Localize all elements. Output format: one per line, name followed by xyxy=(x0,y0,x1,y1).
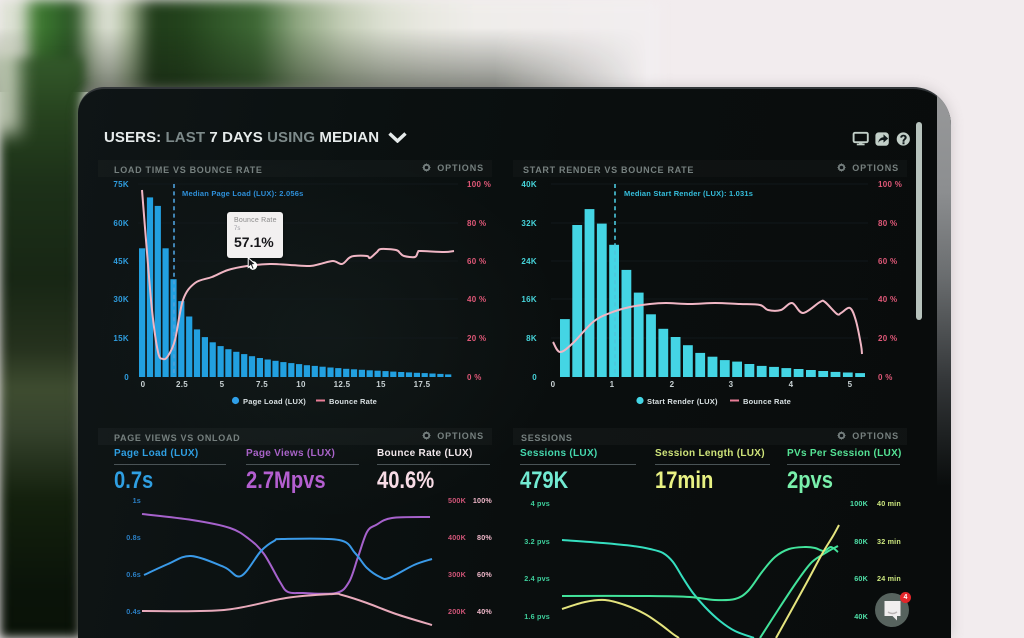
svg-text:1s: 1s xyxy=(133,496,141,505)
svg-text:60%: 60% xyxy=(477,570,492,579)
svg-text:1: 1 xyxy=(610,380,615,389)
svg-text:0 %: 0 % xyxy=(878,373,893,382)
svg-text:500K: 500K xyxy=(448,496,467,505)
svg-text:0.8s: 0.8s xyxy=(126,533,141,542)
svg-text:40 min: 40 min xyxy=(877,499,901,508)
svg-text:0: 0 xyxy=(124,373,129,382)
svg-text:100K: 100K xyxy=(850,499,869,508)
svg-text:75K: 75K xyxy=(113,180,129,189)
svg-text:0: 0 xyxy=(551,380,556,389)
svg-text:12.5: 12.5 xyxy=(334,380,351,389)
svg-text:8K: 8K xyxy=(526,334,537,343)
svg-text:32K: 32K xyxy=(521,219,537,228)
svg-text:40K: 40K xyxy=(854,612,868,621)
svg-text:Median Page Load (LUX): 2.056s: Median Page Load (LUX): 2.056s xyxy=(182,189,303,198)
svg-text:3.2 pvs: 3.2 pvs xyxy=(524,537,550,546)
svg-text:60 %: 60 % xyxy=(467,257,486,266)
svg-text:0 %: 0 % xyxy=(467,373,482,382)
svg-text:15: 15 xyxy=(376,380,386,389)
svg-text:40%: 40% xyxy=(477,607,492,616)
svg-text:0.6s: 0.6s xyxy=(126,570,141,579)
svg-text:24K: 24K xyxy=(521,257,537,266)
svg-text:32 min: 32 min xyxy=(877,537,901,546)
svg-text:2.4 pvs: 2.4 pvs xyxy=(524,574,550,583)
svg-text:16K: 16K xyxy=(521,295,537,304)
svg-text:Bounce Rate: Bounce Rate xyxy=(743,397,791,406)
svg-text:Start Render (LUX): Start Render (LUX) xyxy=(647,397,718,406)
svg-text:17.5: 17.5 xyxy=(414,380,431,389)
svg-text:0.4s: 0.4s xyxy=(126,607,141,616)
svg-text:1.6 pvs: 1.6 pvs xyxy=(524,612,550,621)
svg-text:0: 0 xyxy=(532,373,537,382)
svg-text:200K: 200K xyxy=(448,607,467,616)
svg-text:80 %: 80 % xyxy=(467,219,486,228)
svg-text:4 pvs: 4 pvs xyxy=(531,499,550,508)
svg-text:60K: 60K xyxy=(854,574,868,583)
svg-text:100 %: 100 % xyxy=(467,180,491,189)
svg-text:80%: 80% xyxy=(477,533,492,542)
svg-text:60K: 60K xyxy=(113,219,129,228)
svg-text:40K: 40K xyxy=(521,180,537,189)
svg-text:Bounce Rate: Bounce Rate xyxy=(329,397,377,406)
svg-text:5: 5 xyxy=(220,380,225,389)
svg-text:45K: 45K xyxy=(113,257,129,266)
svg-text:24 min: 24 min xyxy=(877,574,901,583)
svg-text:40 %: 40 % xyxy=(878,295,897,304)
svg-text:100%: 100% xyxy=(473,496,493,505)
svg-text:80K: 80K xyxy=(854,537,868,546)
svg-text:0: 0 xyxy=(141,380,146,389)
svg-text:60 %: 60 % xyxy=(878,257,897,266)
svg-text:20 %: 20 % xyxy=(878,334,897,343)
svg-text:Page Load (LUX): Page Load (LUX) xyxy=(243,397,306,406)
svg-text:5: 5 xyxy=(848,380,853,389)
svg-text:4: 4 xyxy=(789,380,794,389)
svg-text:80 %: 80 % xyxy=(878,219,897,228)
svg-text:300K: 300K xyxy=(448,570,467,579)
svg-text:30K: 30K xyxy=(113,295,129,304)
svg-text:400K: 400K xyxy=(448,533,467,542)
svg-text:2: 2 xyxy=(670,380,675,389)
svg-text:Median Start Render (LUX): 1.0: Median Start Render (LUX): 1.031s xyxy=(624,189,753,198)
svg-text:7.5: 7.5 xyxy=(256,380,268,389)
svg-text:100 %: 100 % xyxy=(878,180,902,189)
svg-text:10: 10 xyxy=(296,380,306,389)
svg-text:3: 3 xyxy=(729,380,734,389)
svg-text:15K: 15K xyxy=(113,334,129,343)
svg-text:40 %: 40 % xyxy=(467,295,486,304)
svg-text:20 %: 20 % xyxy=(467,334,486,343)
svg-text:2.5: 2.5 xyxy=(176,380,188,389)
